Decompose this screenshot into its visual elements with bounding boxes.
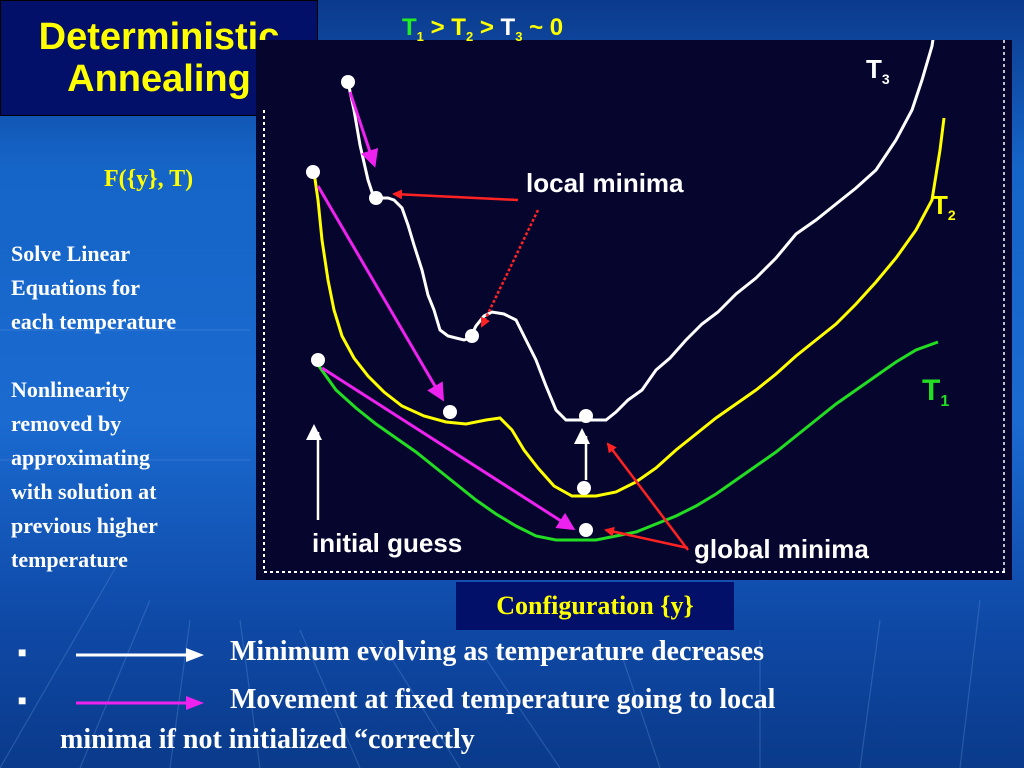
white-arrow-legend-icon — [76, 648, 204, 662]
evolution-arrows — [306, 424, 590, 520]
t2-curve — [312, 117, 946, 498]
t3-label-main: T — [866, 54, 882, 84]
side-note-line: Solve Linear — [11, 241, 131, 266]
bullet-item-2: ■ Movement at fixed temperature going to… — [18, 684, 1008, 764]
dot-t1-start — [311, 353, 325, 367]
bullet-marker: ■ — [18, 646, 27, 661]
t3-label-sub: 3 — [882, 71, 890, 87]
bullet-item-1: ■ Minimum evolving as temperature decrea… — [18, 636, 1008, 670]
side-note-line: Nonlinearity — [11, 377, 130, 402]
bullet-text: Minimum evolving as temperature decrease… — [230, 636, 764, 667]
dot-t2-local — [443, 405, 457, 419]
side-note-line: previous higher — [11, 513, 158, 538]
plot-panel: T — [256, 11, 1012, 580]
movement-arrows — [316, 91, 576, 531]
t2-label-main: T — [932, 190, 948, 220]
dot-t3-local-2 — [465, 329, 479, 343]
side-note-line: each temperature — [11, 309, 177, 334]
dot-t2-global — [577, 481, 591, 495]
side-note-line: with solution at — [11, 479, 157, 504]
y-axis-label: F({y}, T) — [104, 166, 194, 192]
temperature-order-label: T1 > T2 > T3 ~ 0 — [402, 14, 563, 44]
title-line-2: Annealing — [67, 58, 251, 100]
header-s1: 1 — [416, 28, 424, 44]
t2-curve-label: T2 — [932, 190, 956, 223]
bullet-text-continued: minima if not initialized “correctly — [60, 724, 475, 755]
t1-curve-label: T1 — [922, 374, 949, 410]
bullet-text: Movement at fixed temperature going to l… — [230, 684, 776, 715]
header-t2: T — [451, 14, 466, 41]
annealing-diagram: T — [263, 11, 1006, 573]
state-dots — [306, 75, 593, 537]
t3-curve-label: T3 — [866, 54, 890, 87]
t1-label-sub: 1 — [940, 393, 949, 410]
header-t1: T — [402, 14, 417, 41]
t1-label-main: T — [922, 374, 940, 407]
local-minima-label: local minima — [526, 168, 684, 198]
side-note-line: removed by — [11, 411, 122, 436]
header-s2: 2 — [465, 28, 474, 44]
header-gt1: > — [430, 14, 445, 41]
header-gt2: > — [479, 14, 494, 41]
magenta-arrow-legend-icon — [76, 696, 204, 710]
pointer-arrows — [392, 189, 689, 551]
dot-t3-start — [341, 75, 355, 89]
bullet-marker: ■ — [18, 694, 27, 709]
initial-guess-label: initial guess — [312, 528, 462, 558]
dot-t3-global — [579, 409, 593, 423]
x-axis-label: Configuration {y} — [456, 582, 734, 630]
header-s3: 3 — [515, 28, 523, 44]
side-note-line: approximating — [11, 445, 150, 470]
t3-curve — [346, 19, 938, 422]
dot-t1-global — [579, 523, 593, 537]
side-note-line: Equations for — [11, 275, 140, 300]
dot-t2-start — [306, 165, 320, 179]
dot-t3-local — [369, 191, 383, 205]
global-minima-label: global minima — [694, 534, 869, 564]
header-tail: ~ 0 — [529, 14, 564, 41]
header-t3: T — [500, 14, 516, 41]
t1-curve — [314, 340, 939, 542]
side-note-line: temperature — [11, 547, 128, 572]
title-line-1: Deterministic — [38, 16, 280, 58]
t2-label-sub: 2 — [948, 207, 956, 223]
